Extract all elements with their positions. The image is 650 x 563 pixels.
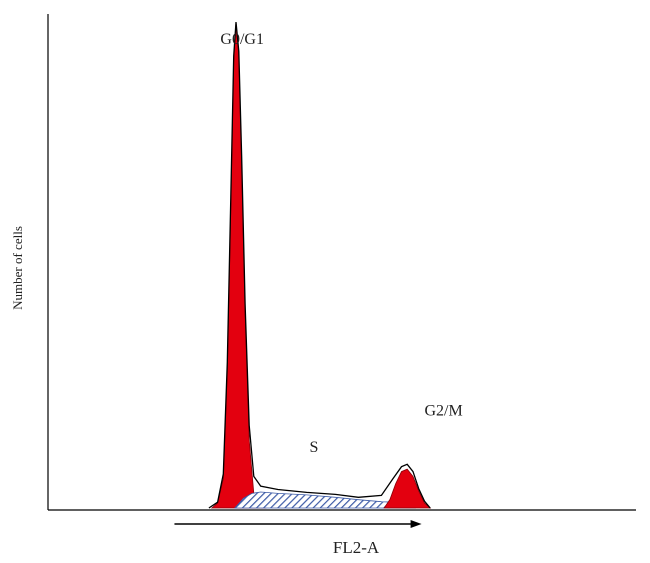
x-arrow: [174, 520, 422, 528]
peak-label-s: S: [310, 439, 319, 456]
series-sum: [208, 21, 431, 509]
peak-label-g0g1: G0/G1: [220, 31, 264, 48]
y-axis-label: Number of cells: [10, 226, 25, 310]
peak-label-g2m: G2/M: [425, 403, 463, 420]
x-axis-label: FL2-A: [333, 538, 380, 557]
series-g0-g1: [210, 21, 267, 509]
series-layer: [208, 21, 432, 509]
x-arrow-head: [410, 520, 422, 528]
series-g2-m: [383, 468, 432, 509]
peak-labels: G0/G1 S G2/M: [220, 31, 462, 456]
